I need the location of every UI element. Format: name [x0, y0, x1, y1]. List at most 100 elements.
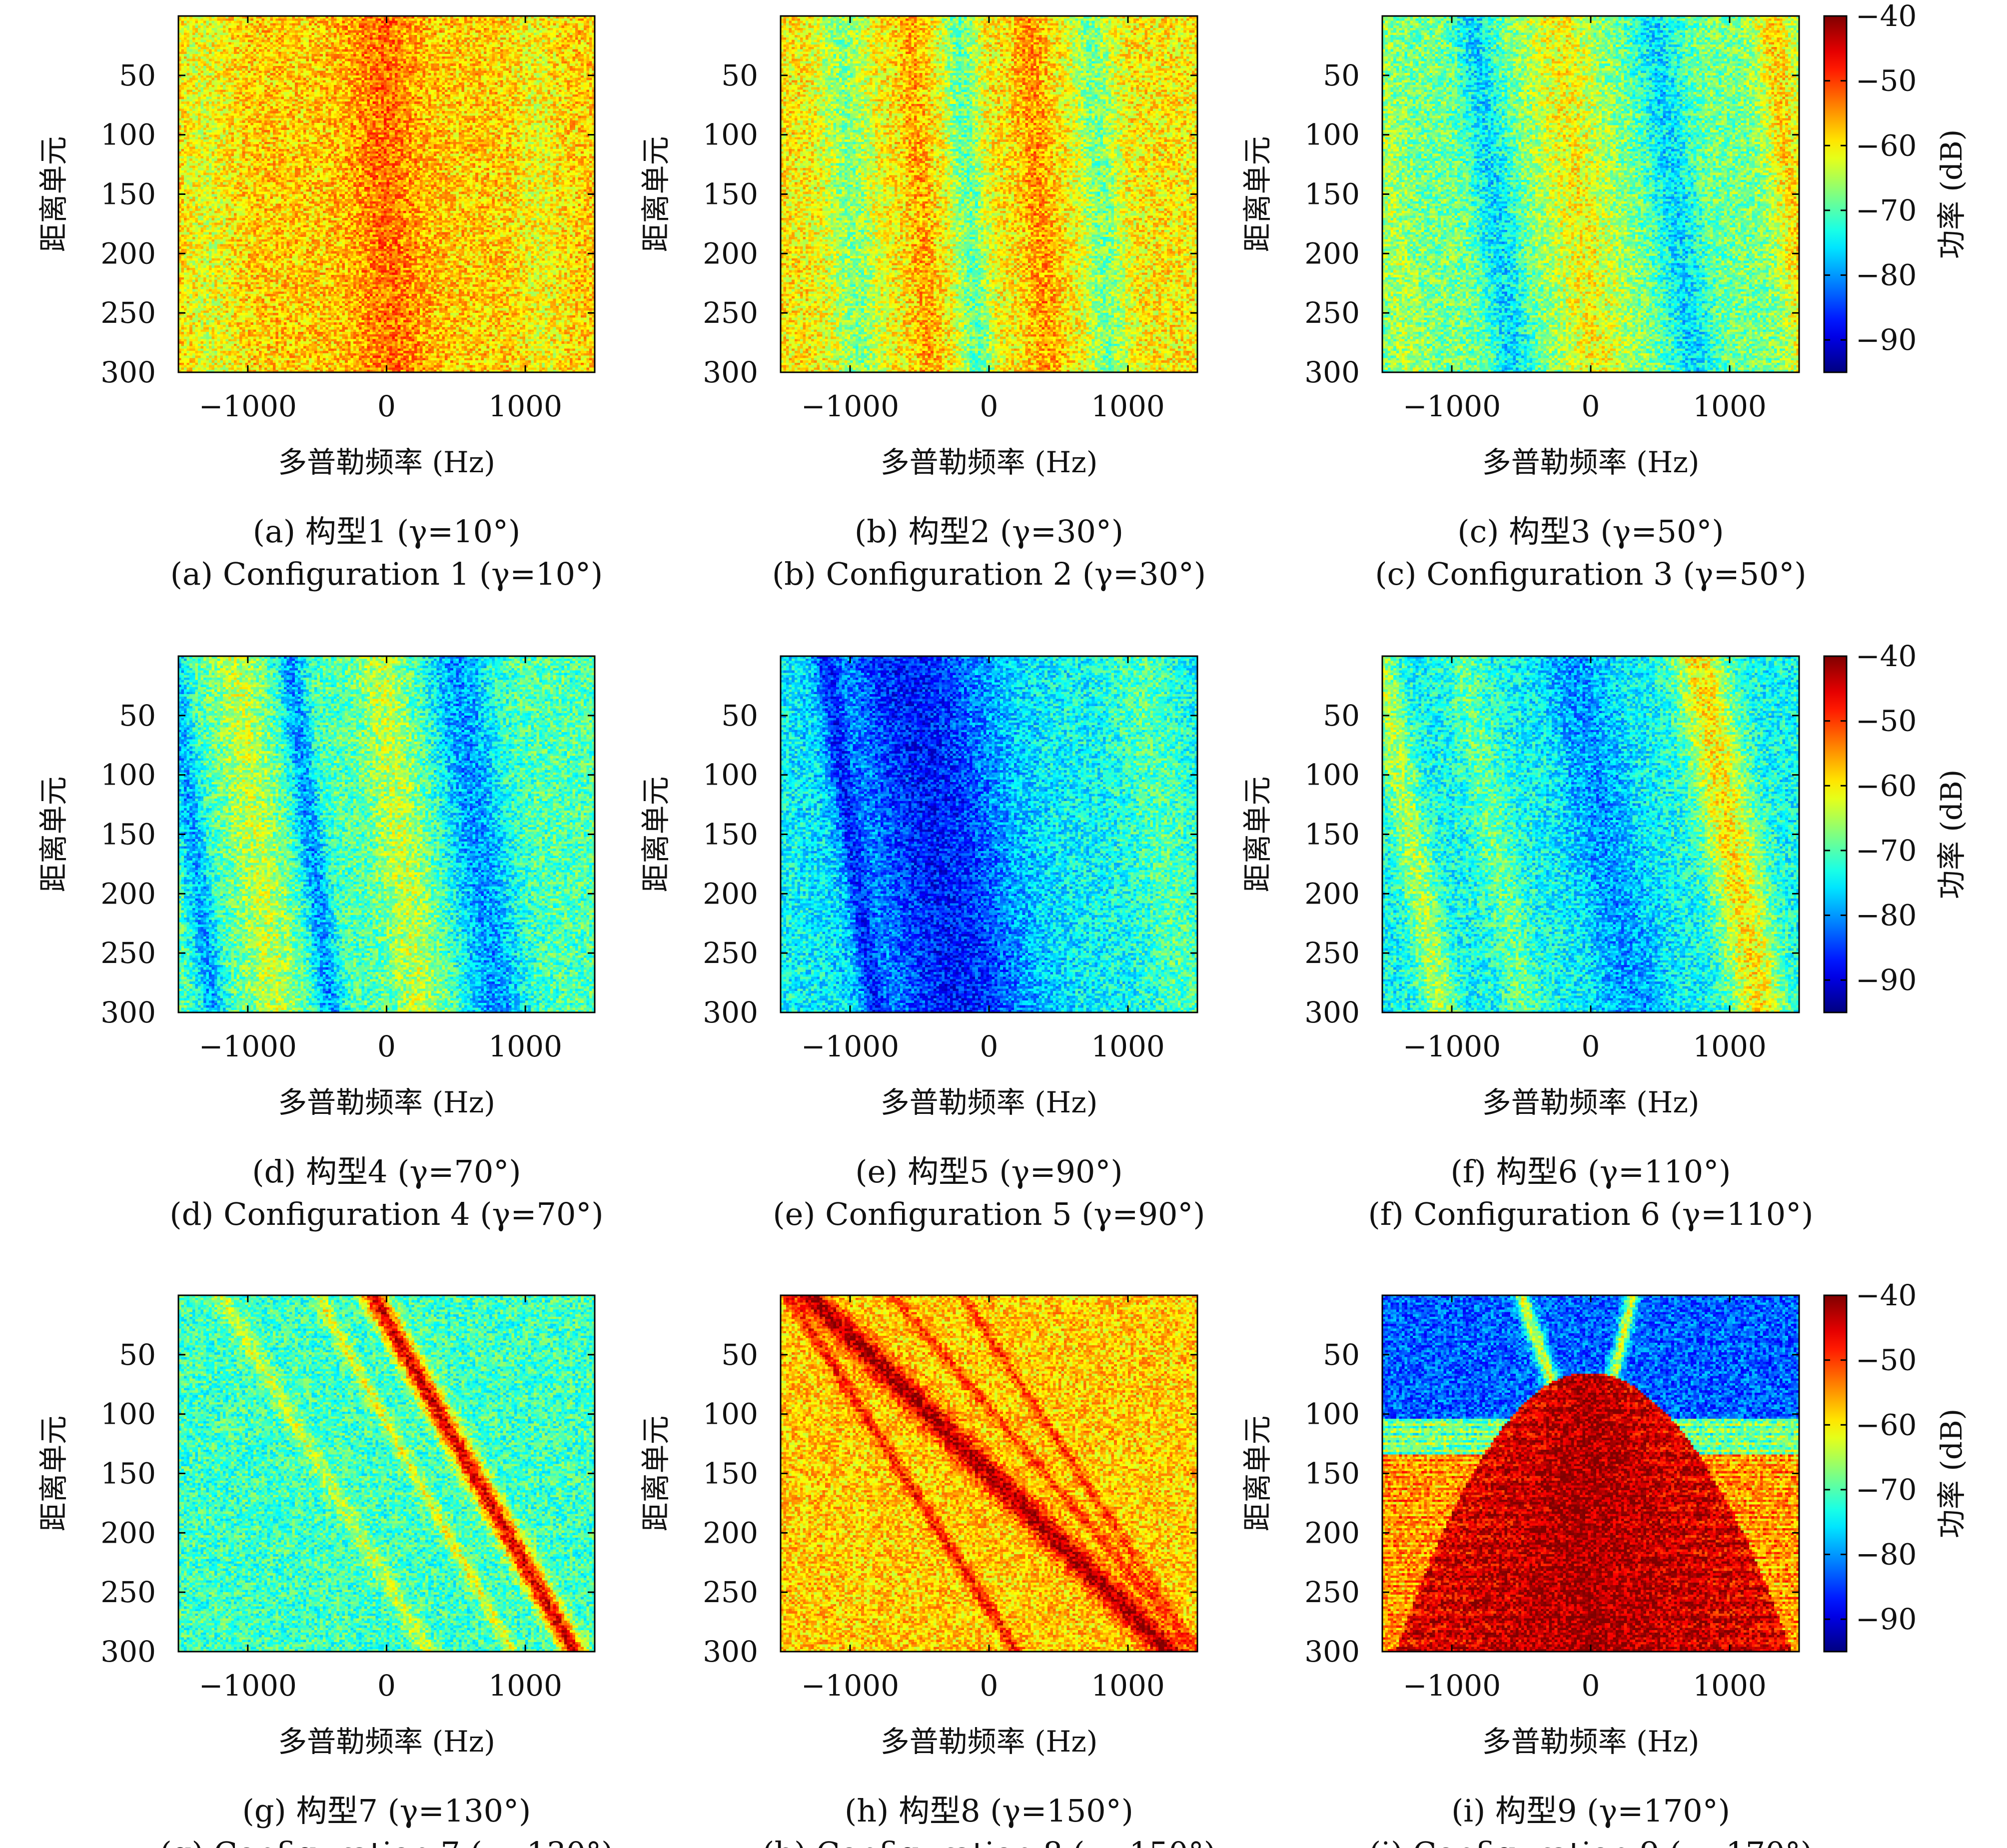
x-tick-label: 1000 — [1091, 1669, 1165, 1703]
y-axis-label: 距离单元 — [36, 136, 70, 252]
y-tick-label: 200 — [703, 877, 758, 911]
y-tick-label: 50 — [721, 1338, 758, 1372]
y-tick-label: 300 — [1304, 995, 1360, 1029]
colorbar — [1823, 655, 1848, 1013]
x-axis-label: 多普勒频率 (Hz) — [1482, 1085, 1700, 1119]
y-tick-label: 300 — [1304, 355, 1360, 389]
heatmap-image — [1382, 656, 1799, 1012]
y-axis-label: 距离单元 — [36, 776, 70, 892]
x-tick-label: 0 — [980, 389, 999, 423]
x-axis-label: 多普勒频率 (Hz) — [278, 1085, 495, 1119]
caption-cn: (i) 构型9 (γ=170°) — [1451, 1793, 1730, 1829]
x-tick-label: −1000 — [801, 1029, 899, 1063]
y-tick-label: 150 — [100, 177, 156, 211]
colorbar-tick-label: −90 — [1856, 963, 1917, 997]
caption-cn: (d) 构型4 (γ=70°) — [252, 1153, 521, 1190]
caption-cn: (g) 构型7 (γ=130°) — [242, 1793, 531, 1829]
colorbar-label: 功率 (dB) — [1935, 1409, 1969, 1538]
caption-cn: (e) 构型5 (γ=90°) — [855, 1153, 1122, 1190]
y-tick-label: 300 — [703, 995, 758, 1029]
y-tick-label: 200 — [1304, 1516, 1360, 1550]
y-tick-label: 100 — [100, 758, 156, 792]
x-axis-label: 多普勒频率 (Hz) — [881, 1725, 1098, 1759]
x-axis-label: 多普勒频率 (Hz) — [1482, 1725, 1700, 1759]
y-tick-label: 50 — [721, 58, 758, 92]
colorbar-tick-label: −40 — [1856, 0, 1917, 33]
y-tick-label: 300 — [703, 355, 758, 389]
caption-cn: (a) 构型1 (γ=10°) — [253, 513, 520, 550]
y-tick-label: 150 — [1304, 177, 1360, 211]
y-tick-label: 150 — [100, 1457, 156, 1491]
y-axis-label: 距离单元 — [639, 1415, 673, 1531]
x-tick-label: 1000 — [1693, 389, 1767, 423]
x-tick-label: 0 — [377, 389, 396, 423]
y-tick-label: 200 — [100, 877, 156, 911]
x-tick-label: −1000 — [1403, 1029, 1501, 1063]
y-tick-label: 250 — [703, 936, 758, 970]
x-axis-label: 多普勒频率 (Hz) — [881, 1085, 1098, 1119]
colorbar-tick-label: −50 — [1856, 704, 1917, 738]
colorbar-tick-label: −60 — [1856, 769, 1917, 803]
y-tick-label: 50 — [119, 58, 156, 92]
colorbar-tick-label: −50 — [1856, 64, 1917, 98]
x-tick-label: 1000 — [1091, 1029, 1165, 1063]
y-axis-label: 距离单元 — [639, 136, 673, 252]
y-tick-label: 200 — [703, 236, 758, 270]
y-tick-label: 300 — [100, 1635, 156, 1669]
y-tick-label: 200 — [1304, 236, 1360, 270]
caption-en: (i) Configuration 9 (γ=170°) — [1369, 1835, 1813, 1848]
colorbar-tick-label: −60 — [1856, 128, 1917, 162]
colorbar-tick-label: −70 — [1856, 1473, 1917, 1507]
y-tick-label: 150 — [1304, 818, 1360, 852]
y-axis-label: 距离单元 — [36, 1415, 70, 1531]
y-tick-label: 300 — [703, 1635, 758, 1669]
y-tick-label: 50 — [1323, 58, 1360, 92]
y-tick-label: 300 — [1304, 1635, 1360, 1669]
colorbar-tick-label: −40 — [1856, 1278, 1917, 1312]
y-tick-label: 250 — [703, 1575, 758, 1609]
colorbar — [1823, 1294, 1848, 1653]
x-tick-label: −1000 — [801, 389, 899, 423]
y-tick-label: 250 — [1304, 936, 1360, 970]
x-axis-label: 多普勒频率 (Hz) — [881, 445, 1098, 479]
colorbar-label: 功率 (dB) — [1935, 129, 1969, 259]
heatmap-image — [178, 1295, 595, 1652]
x-tick-label: −1000 — [1403, 1669, 1501, 1703]
colorbar — [1823, 15, 1848, 373]
y-tick-label: 100 — [1304, 1397, 1360, 1431]
caption-cn: (h) 构型8 (γ=150°) — [845, 1793, 1133, 1829]
y-tick-label: 50 — [1323, 1338, 1360, 1372]
x-axis-label: 多普勒频率 (Hz) — [1482, 445, 1700, 479]
x-axis-label: 多普勒频率 (Hz) — [278, 1725, 495, 1759]
y-tick-label: 200 — [100, 236, 156, 270]
heatmap-image — [781, 16, 1197, 372]
colorbar-tick-label: −80 — [1856, 258, 1917, 292]
colorbar-tick-label: −50 — [1856, 1343, 1917, 1377]
colorbar-label: 功率 (dB) — [1935, 770, 1969, 899]
y-tick-label: 150 — [703, 1457, 758, 1491]
y-tick-label: 200 — [100, 1516, 156, 1550]
heatmap-image — [178, 656, 595, 1012]
colorbar-tick-label: −40 — [1856, 639, 1917, 673]
colorbar-tick-label: −80 — [1856, 899, 1917, 932]
y-tick-label: 250 — [1304, 296, 1360, 330]
heatmap-image — [1382, 16, 1799, 372]
colorbar-tick-label: −90 — [1856, 323, 1917, 357]
y-tick-label: 100 — [100, 118, 156, 152]
caption-en: (f) Configuration 6 (γ=110°) — [1368, 1196, 1814, 1232]
y-tick-label: 100 — [703, 758, 758, 792]
y-tick-label: 250 — [1304, 1575, 1360, 1609]
x-tick-label: −1000 — [199, 1669, 297, 1703]
x-tick-label: 1000 — [1693, 1029, 1767, 1063]
y-tick-label: 100 — [100, 1397, 156, 1431]
y-axis-label: 距离单元 — [639, 776, 673, 892]
x-tick-label: 1000 — [488, 389, 562, 423]
y-tick-label: 100 — [1304, 758, 1360, 792]
heatmap-image — [781, 1295, 1197, 1652]
y-tick-label: 150 — [703, 818, 758, 852]
y-tick-label: 50 — [1323, 699, 1360, 733]
y-axis-label: 距离单元 — [1240, 136, 1274, 252]
y-tick-label: 300 — [100, 355, 156, 389]
caption-en: (d) Configuration 4 (γ=70°) — [169, 1196, 603, 1232]
y-tick-label: 200 — [703, 1516, 758, 1550]
